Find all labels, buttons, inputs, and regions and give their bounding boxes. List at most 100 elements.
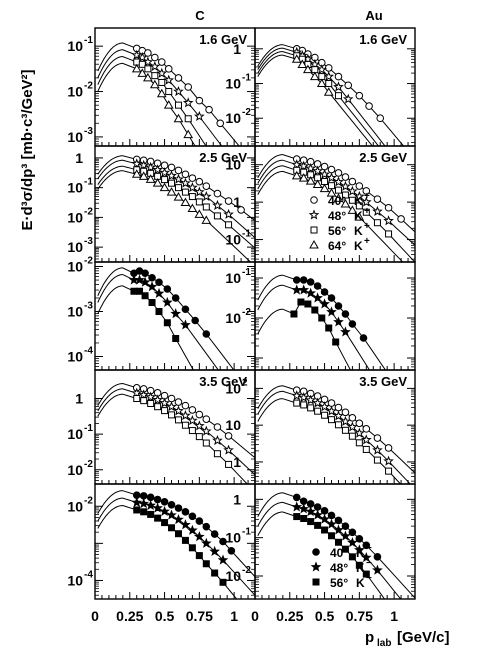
data-point-40deg — [191, 316, 199, 325]
data-point-56deg — [174, 530, 182, 538]
data-point-40deg — [202, 415, 211, 423]
x-tick-label: 0.75 — [346, 608, 373, 624]
data-point-40deg — [195, 410, 204, 419]
data-point-56deg — [341, 191, 349, 199]
y-tick-label: 10 -1 — [225, 73, 251, 92]
legend-marker-48deg — [308, 209, 320, 220]
data-point-56deg — [147, 399, 155, 407]
data-point-64deg — [187, 203, 198, 212]
data-point-40deg — [362, 425, 371, 433]
data-point-64deg — [156, 88, 167, 98]
data-point-64deg — [149, 79, 160, 89]
data-point-56deg — [348, 432, 356, 440]
data-point-48deg — [305, 287, 316, 298]
data-point-48deg — [223, 444, 234, 455]
y-tick-label: 10 -2 — [67, 81, 93, 100]
data-point-64deg — [173, 192, 184, 201]
y-tick-label-mantissa: 1 — [233, 454, 241, 470]
fit-curve-40deg — [97, 155, 255, 222]
x-tick-label: 1 — [230, 608, 238, 624]
data-point-56deg — [163, 319, 171, 327]
data-point-40deg — [202, 182, 211, 190]
data-point-48deg — [326, 518, 337, 529]
data-point-56deg — [362, 208, 370, 216]
data-point-56deg — [373, 456, 381, 464]
data-point-40deg — [174, 504, 183, 512]
data-point-48deg — [383, 215, 394, 226]
data-point-56deg — [136, 287, 144, 295]
data-point-40deg — [384, 444, 393, 452]
y-tick-label-mantissa: 10 — [225, 568, 241, 584]
data-point-56deg — [161, 519, 169, 527]
data-point-40deg — [348, 320, 357, 328]
data-point-48deg — [187, 524, 198, 535]
y-tick-label: 10 -1 — [67, 423, 93, 442]
data-point-40deg — [171, 294, 180, 302]
data-point-48deg — [166, 509, 177, 520]
y-tick-label-mantissa: 10 — [225, 380, 241, 396]
data-point-48deg — [319, 298, 330, 309]
energy-label: 1.6 GeV — [359, 32, 407, 47]
data-point-48deg — [180, 519, 191, 530]
y-tick-label-mantissa: 10 — [225, 270, 241, 286]
x-axis-title: p lab [GeV/c] — [365, 629, 450, 649]
data-point-40deg — [341, 173, 350, 181]
data-point-40deg — [373, 553, 382, 561]
data-point-48deg — [194, 420, 205, 431]
y-tick-label: 10 -1 — [67, 177, 93, 196]
data-point-56deg — [311, 306, 319, 314]
data-point-40deg — [299, 276, 308, 284]
data-point-48deg — [360, 196, 372, 207]
panel-row3-c: 10-210-310-4 — [67, 256, 256, 371]
data-point-64deg — [354, 212, 365, 221]
y-tick-label-exponent: -1 — [242, 73, 251, 84]
legend-angle: 40° — [330, 546, 348, 560]
data-point-48deg — [152, 164, 163, 175]
data-point-40deg — [188, 512, 197, 521]
data-point-48deg — [131, 49, 143, 60]
legend-angle: 48° — [328, 209, 346, 223]
y-tick-label: 10 -2 — [225, 307, 251, 326]
data-point-40deg — [365, 102, 373, 110]
data-point-56deg — [181, 188, 189, 196]
y-tick-label-exponent: -2 — [84, 459, 93, 470]
x-axis-title-sub: lab — [377, 638, 391, 649]
data-point-48deg — [333, 81, 344, 92]
plot-area — [257, 44, 405, 146]
plot-area — [97, 155, 255, 262]
data-point-56deg — [385, 230, 393, 238]
y-tick-label-exponent: -3 — [84, 126, 93, 137]
data-point-56deg — [195, 433, 203, 441]
y-tick-label: 10 -2 — [67, 495, 93, 514]
y-tick-label-exponent: -2 — [84, 256, 93, 267]
data-point-48deg — [156, 67, 168, 78]
data-point-40deg — [167, 500, 176, 509]
data-point-64deg — [143, 72, 153, 82]
data-point-48deg — [360, 434, 372, 445]
data-point-48deg — [291, 159, 303, 170]
legend-charge: + — [364, 221, 370, 232]
data-point-40deg — [292, 276, 301, 284]
data-point-48deg — [134, 274, 145, 285]
data-point-40deg — [184, 83, 193, 91]
data-point-56deg — [144, 65, 152, 73]
data-point-48deg — [333, 524, 344, 535]
energy-label: 2.5 GeV — [359, 150, 407, 165]
data-point-56deg — [293, 399, 301, 407]
energy-label: 1.6 GeV — [199, 32, 247, 47]
data-point-64deg — [333, 193, 344, 202]
y-tick-label-mantissa: 1 — [233, 41, 241, 57]
legend-marker-40deg — [310, 196, 318, 204]
data-point-48deg — [305, 394, 316, 405]
data-point-48deg — [131, 387, 143, 398]
data-point-48deg — [159, 397, 170, 408]
fit-curve-40deg — [97, 382, 255, 459]
data-point-56deg — [341, 426, 349, 434]
column-title-c: C — [195, 8, 205, 23]
data-point-40deg — [174, 166, 183, 175]
data-point-48deg — [319, 513, 330, 524]
data-point-48deg — [173, 514, 184, 525]
data-point-48deg — [212, 434, 223, 446]
data-point-40deg — [195, 517, 204, 525]
fit-curve-48deg — [257, 390, 411, 484]
